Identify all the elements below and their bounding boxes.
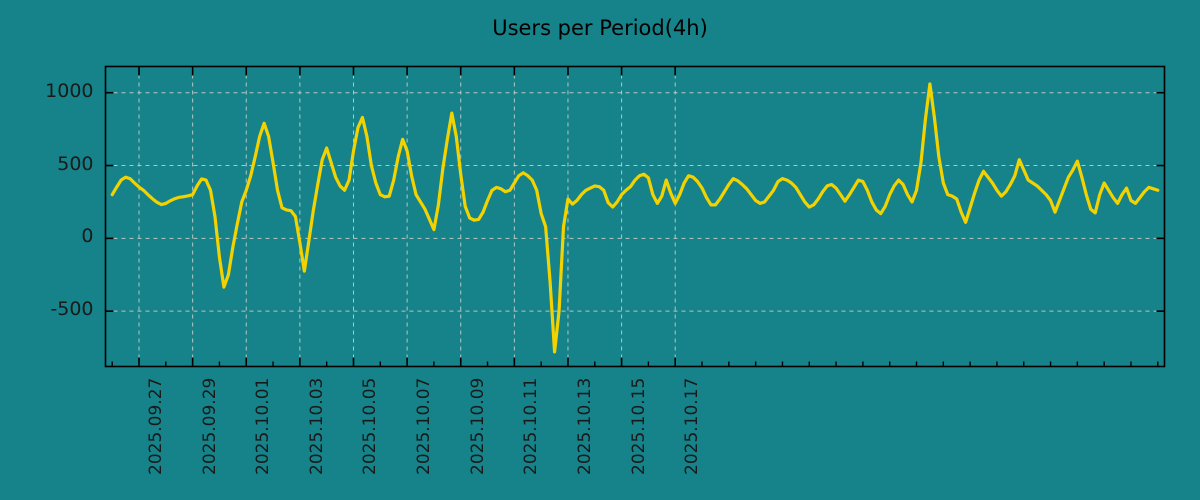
x-axis-tick-label: 2025.10.15 bbox=[628, 377, 649, 475]
x-axis-tick-label: 2025.10.03 bbox=[306, 377, 327, 475]
x-axis-tick-label: 2025.10.05 bbox=[360, 377, 381, 475]
x-axis-tick-label: 2025.10.01 bbox=[253, 377, 274, 475]
x-axis-tick-label: 2025.10.09 bbox=[467, 377, 488, 475]
x-axis-tick-label: 2025.10.17 bbox=[682, 377, 703, 475]
data-series-line bbox=[110, 82, 1160, 354]
chart-title: Users per Period(4h) bbox=[492, 16, 708, 40]
x-axis-tick-label: 2025.10.11 bbox=[521, 377, 542, 475]
y-axis-tick-label: -500 bbox=[50, 298, 94, 321]
x-axis-tick-label: 2025.09.29 bbox=[199, 377, 220, 475]
x-axis-tick-label: 2025.10.13 bbox=[574, 377, 595, 475]
y-axis-tick-label: 1000 bbox=[45, 79, 94, 102]
axis-tick-marks bbox=[105, 66, 1165, 367]
y-axis-tick-label: 500 bbox=[57, 152, 94, 175]
gridlines bbox=[105, 66, 1165, 367]
x-axis-tick-label: 2025.10.07 bbox=[414, 377, 435, 475]
plot-frame bbox=[104, 65, 1166, 368]
y-axis-tick-label: 0 bbox=[81, 225, 94, 248]
x-axis-tick-label: 2025.09.27 bbox=[146, 377, 166, 475]
